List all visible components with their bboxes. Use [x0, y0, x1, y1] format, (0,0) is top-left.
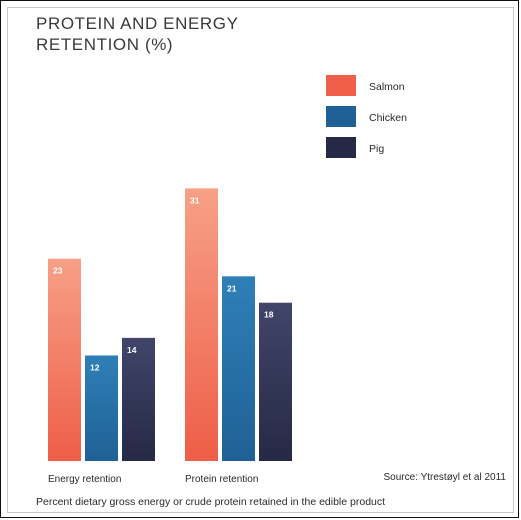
bar-value-label: 31	[190, 195, 200, 205]
bar-pig-energy	[122, 337, 155, 461]
bar-value-label: 21	[227, 283, 237, 293]
bar-salmon-energy	[48, 258, 81, 461]
chart-title-line-1: PROTEIN AND ENERGY	[36, 14, 239, 33]
bar-chicken-protein	[222, 276, 255, 461]
legend-swatch-pig	[326, 137, 356, 158]
bar-value-label: 14	[127, 345, 137, 355]
bar-chicken-energy	[85, 355, 118, 461]
legend-label-chicken: Chicken	[369, 112, 407, 124]
bar-value-label: 18	[264, 310, 274, 320]
legend-label-salmon: Salmon	[369, 81, 405, 93]
chart-title: PROTEIN AND ENERGY RETENTION (%)	[36, 13, 239, 55]
legend-swatch-salmon	[326, 75, 356, 96]
chart-title-line-2: RETENTION (%)	[36, 35, 174, 54]
bar-salmon-protein	[185, 188, 218, 461]
chart-inner-frame	[7, 7, 514, 513]
category-label: Protein retention	[185, 474, 258, 485]
bar-value-label: 23	[53, 266, 63, 276]
legend-label-pig: Pig	[369, 143, 384, 155]
source-note: Source: Ytrestøyl et al 2011	[383, 472, 506, 483]
bar-pig-protein	[259, 302, 292, 461]
chart-footnote: Percent dietary gross energy or crude pr…	[36, 496, 386, 508]
category-label: Energy retention	[48, 474, 121, 485]
bar-value-label: 12	[90, 362, 100, 372]
legend-swatch-chicken	[326, 106, 356, 127]
